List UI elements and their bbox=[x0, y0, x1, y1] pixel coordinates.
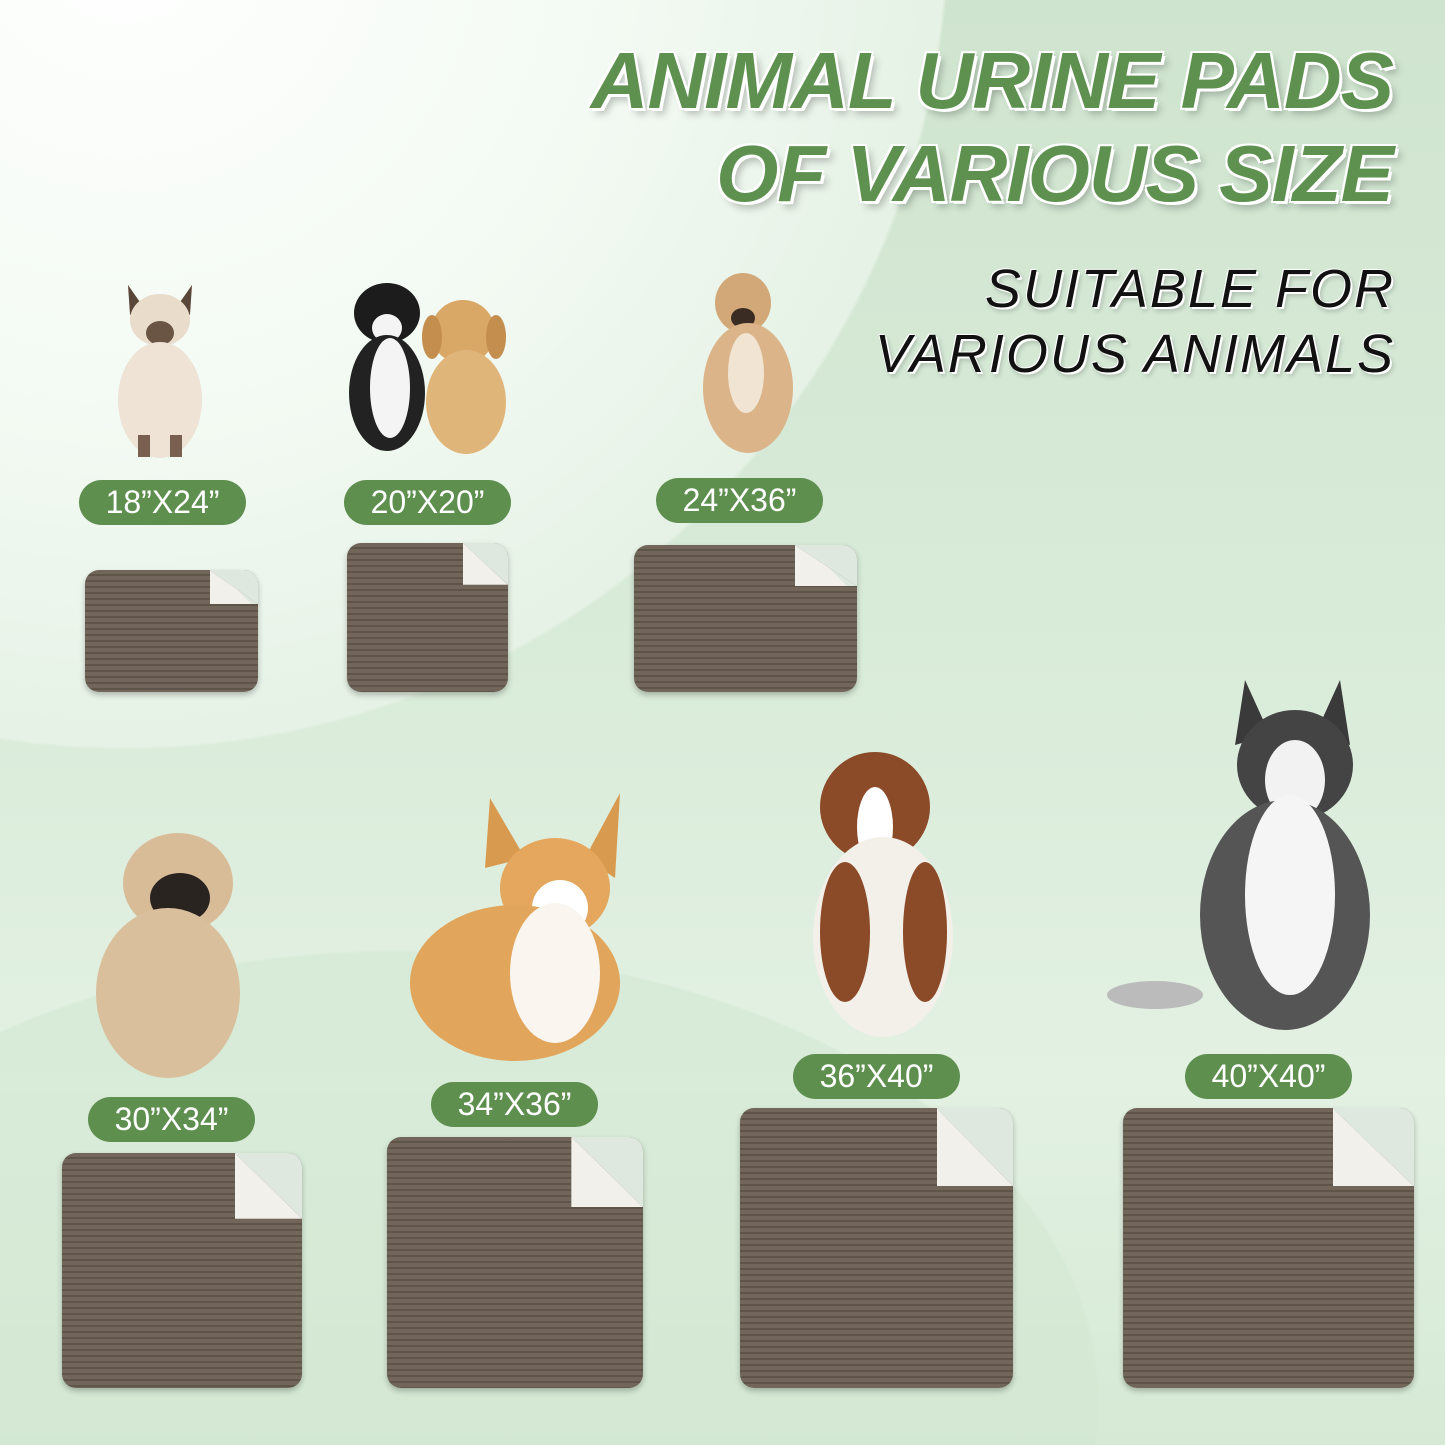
size-label-24x36: 24”X36” bbox=[656, 478, 823, 523]
pad-18x24 bbox=[85, 570, 258, 692]
size-label-30x34: 30”X34” bbox=[88, 1097, 255, 1142]
pad-36x40 bbox=[740, 1108, 1013, 1388]
size-label-18x24: 18”X24” bbox=[79, 480, 246, 525]
size-label-40x40: 40”X40” bbox=[1185, 1054, 1352, 1099]
subtitle-line-1: SUITABLE FOR bbox=[984, 259, 1395, 319]
size-label-34x36: 34”X36” bbox=[431, 1082, 598, 1127]
subtitle-line-2: VARIOUS ANIMALS bbox=[874, 324, 1395, 384]
pug-image bbox=[88, 818, 250, 1083]
title-line-2: OF VARIOUS SIZE bbox=[716, 129, 1394, 218]
pad-40x40 bbox=[1123, 1108, 1414, 1388]
size-label-36x40: 36”X40” bbox=[793, 1054, 960, 1099]
pad-24x36 bbox=[634, 545, 857, 692]
australian-shepherd-image bbox=[805, 742, 960, 1044]
mixed-breed-dog-image bbox=[688, 263, 818, 458]
pad-34x36 bbox=[387, 1137, 643, 1388]
husky-image bbox=[1105, 675, 1380, 1037]
siamese-cat-image bbox=[110, 275, 210, 460]
puppy-image bbox=[418, 292, 513, 454]
size-label-20x20: 20”X20” bbox=[344, 480, 511, 525]
corgi-image bbox=[405, 788, 625, 1065]
pad-20x20 bbox=[347, 543, 508, 692]
title-line-1: ANIMAL URINE PADS bbox=[590, 36, 1394, 125]
pad-30x34 bbox=[62, 1153, 302, 1388]
tuxedo-cat-image bbox=[342, 268, 432, 453]
